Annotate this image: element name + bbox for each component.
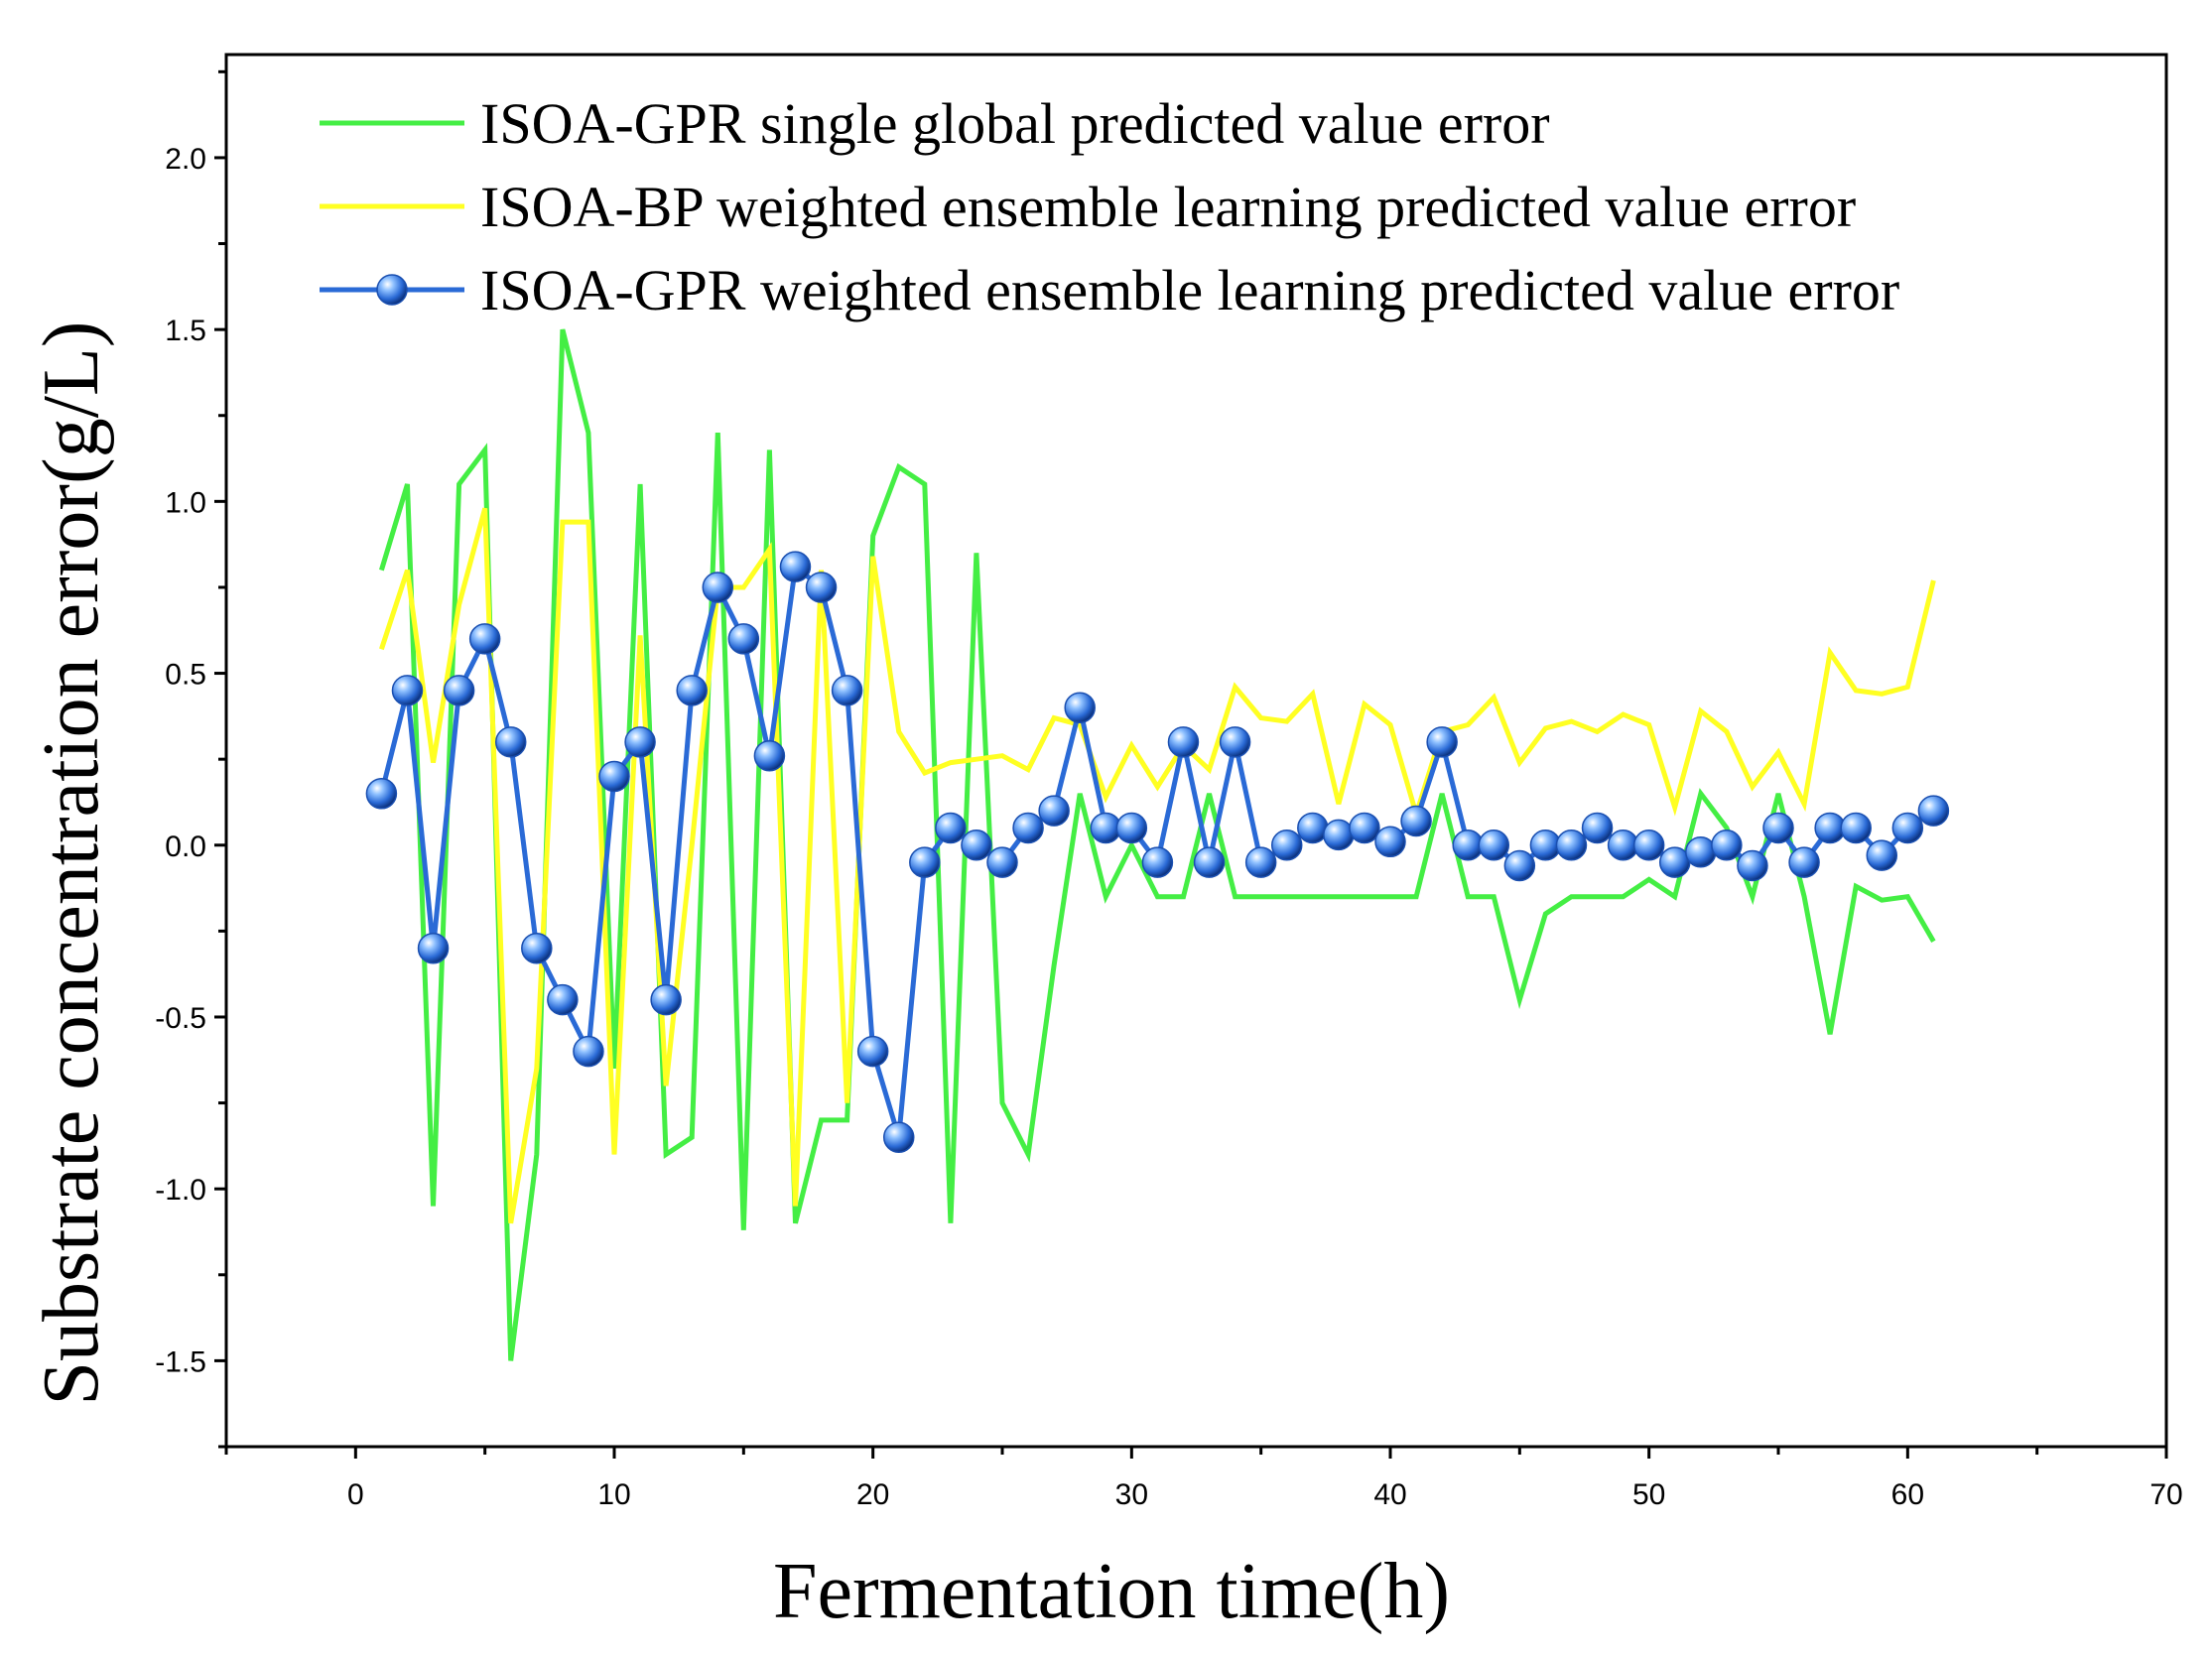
data-point — [831, 675, 863, 706]
data-point — [805, 572, 838, 603]
data-point — [1012, 812, 1044, 844]
data-point — [573, 1035, 604, 1068]
data-point — [650, 983, 682, 1016]
data-point — [1840, 812, 1872, 844]
data-point — [1685, 835, 1717, 868]
data-point — [1917, 795, 1950, 827]
series-line-1 — [379, 328, 1936, 1361]
data-point — [986, 846, 1018, 878]
data-point — [1064, 692, 1096, 723]
data-point — [521, 932, 553, 964]
y-tick-label: 1.0 — [165, 486, 206, 519]
data-point — [1400, 805, 1432, 837]
x-tick-label: 0 — [347, 1478, 364, 1511]
x-axis: 0 10 20 30 40 50 60 70 — [224, 1447, 2183, 1511]
data-point — [494, 726, 527, 758]
data-point — [935, 812, 967, 844]
x-tick-label: 10 — [597, 1478, 630, 1511]
data-point — [1737, 849, 1768, 882]
x-tick-label: 40 — [1373, 1478, 1406, 1511]
data-point — [961, 830, 992, 861]
data-point — [1581, 812, 1614, 844]
y-tick-label: -1.5 — [155, 1345, 206, 1378]
data-point — [468, 623, 501, 655]
data-point — [547, 983, 579, 1016]
data-point — [1555, 830, 1588, 861]
data-point — [1219, 726, 1251, 758]
data-point — [1711, 830, 1743, 861]
y-tick-label: 2.0 — [165, 143, 206, 176]
data-point — [1478, 830, 1510, 861]
data-point — [779, 551, 812, 582]
data-point — [1426, 726, 1458, 758]
legend-entry-3: ISOA-GPR weighted ensemble learning pred… — [480, 258, 1899, 322]
legend-entry-2: ISOA-BP weighted ensemble learning predi… — [480, 175, 1856, 239]
data-point — [1374, 826, 1406, 858]
y-axis: -1.5 -1.0 -0.5 0.0 0.5 1.0 1.5 2.0 — [155, 69, 226, 1449]
legend-entry-1: ISOA-GPR single global predicted value e… — [480, 91, 1550, 156]
data-point — [1141, 846, 1174, 878]
x-tick-label: 70 — [2149, 1478, 2182, 1511]
data-point — [365, 778, 398, 810]
data-point — [882, 1121, 915, 1153]
data-point — [1038, 795, 1070, 827]
data-point — [676, 675, 708, 706]
series-line-2 — [379, 507, 1936, 1224]
data-point — [1297, 812, 1329, 844]
data-point — [1866, 839, 1898, 871]
data-point — [1323, 819, 1355, 851]
x-tick-label: 20 — [856, 1478, 889, 1511]
data-point — [624, 726, 656, 758]
data-point — [391, 675, 424, 706]
plot-border — [224, 53, 2168, 1449]
data-point — [1762, 812, 1794, 844]
series-layer — [365, 328, 1950, 1361]
legend: ISOA-GPR single global predicted value e… — [320, 91, 1899, 322]
x-tick-label: 50 — [1632, 1478, 1665, 1511]
data-point — [1193, 846, 1226, 878]
data-point — [1632, 830, 1665, 861]
data-point — [1503, 849, 1536, 882]
y-tick-label: 0.0 — [165, 830, 206, 863]
data-point — [909, 846, 941, 878]
x-axis-title: Fermentation time(h) — [773, 1548, 1450, 1635]
data-point — [1891, 812, 1924, 844]
y-tick-label: 0.5 — [165, 659, 206, 692]
data-point — [753, 739, 786, 772]
plot-area — [224, 53, 2168, 1449]
data-point — [1244, 846, 1277, 878]
x-tick-label: 30 — [1115, 1478, 1148, 1511]
data-point — [1167, 726, 1200, 758]
data-point — [1349, 812, 1380, 844]
data-point — [598, 760, 630, 793]
y-tick-label: -1.0 — [155, 1174, 206, 1207]
y-tick-label: -0.5 — [155, 1002, 206, 1035]
data-point — [702, 572, 734, 603]
legend-marker — [376, 274, 408, 306]
data-point — [417, 932, 450, 964]
y-tick-label: 1.5 — [165, 315, 206, 347]
data-point — [856, 1035, 889, 1068]
x-tick-label: 60 — [1891, 1478, 1924, 1511]
data-point — [443, 675, 475, 706]
data-point — [1115, 812, 1148, 844]
data-point — [727, 623, 760, 655]
y-axis-title: Substrate concentration error(g/L) — [28, 321, 115, 1406]
data-point — [1270, 830, 1303, 861]
data-point — [1788, 846, 1820, 878]
